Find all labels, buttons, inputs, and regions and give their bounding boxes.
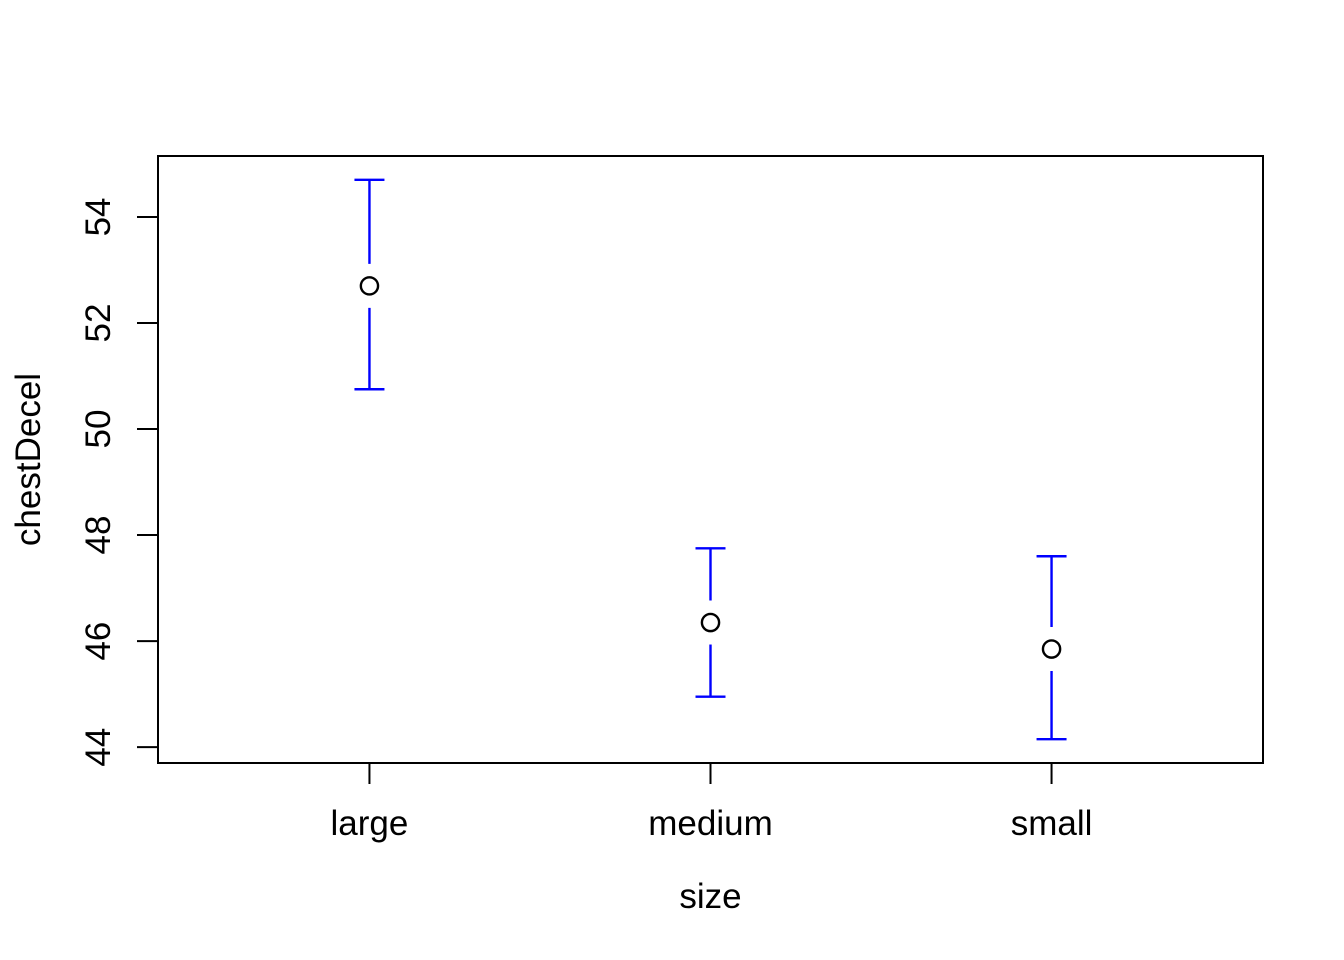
mean-marker-large: [359, 276, 380, 296]
x-axis-title: size: [679, 877, 741, 916]
y-axis-tick-label: 44: [79, 728, 118, 767]
errorbar-medium: [695, 547, 726, 698]
x-axis-tick-label-small: small: [1011, 804, 1093, 843]
y-axis-tick-label: 50: [79, 410, 118, 449]
y-axis-tick-label: 54: [79, 197, 118, 236]
errorbar-small: [1036, 555, 1067, 741]
x-axis-tick-label-medium: medium: [648, 804, 772, 843]
mean-marker-medium: [700, 612, 721, 633]
y-axis-tick-label: 46: [79, 622, 118, 661]
y-axis-tick-label: 52: [79, 304, 118, 343]
y-axis-title: chestDecel: [9, 373, 48, 546]
mean-marker-small: [1041, 639, 1062, 659]
y-axis-tick-label: 48: [79, 516, 118, 555]
errorbar-large: [354, 178, 385, 391]
x-axis-tick-label-large: large: [331, 804, 409, 843]
